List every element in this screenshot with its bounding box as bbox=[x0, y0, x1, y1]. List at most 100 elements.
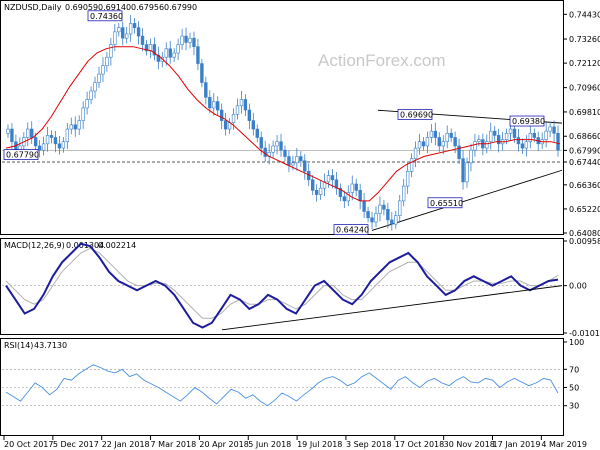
candle-body bbox=[303, 160, 307, 172]
rsi-line bbox=[5, 364, 559, 407]
candle-body bbox=[532, 132, 536, 138]
candle-body bbox=[489, 130, 493, 143]
price-tick-label: 0.74430 bbox=[569, 10, 600, 19]
candle-body bbox=[496, 135, 501, 145]
candle-body bbox=[212, 101, 216, 109]
date-tick-label: 3 Sep 2018 bbox=[346, 440, 392, 449]
candle-body bbox=[330, 175, 335, 181]
candle-body bbox=[477, 139, 481, 143]
price-tick-label: 0.64080 bbox=[569, 229, 600, 238]
watermark-text: ActionForex.com bbox=[318, 51, 446, 70]
candle-body bbox=[358, 190, 362, 202]
price-annotation-label: 0.65510 bbox=[430, 199, 463, 208]
candle-body bbox=[121, 27, 125, 39]
candle-body bbox=[61, 141, 66, 149]
candle-body bbox=[89, 90, 93, 100]
candle-body bbox=[81, 107, 85, 121]
candle-body bbox=[148, 44, 153, 52]
candle-body bbox=[235, 105, 240, 115]
candle-body bbox=[310, 179, 315, 191]
candle-body bbox=[69, 124, 73, 130]
candle-body bbox=[326, 175, 331, 183]
candle-body bbox=[433, 130, 438, 138]
candle-body bbox=[231, 113, 236, 124]
candle-body bbox=[413, 147, 418, 159]
candle-body bbox=[125, 33, 129, 39]
candle-body bbox=[128, 23, 133, 35]
rsi-tick-label: 30 bbox=[569, 402, 579, 411]
rsi-tick-label: 100 bbox=[569, 338, 584, 347]
macd-signal-line bbox=[5, 247, 559, 319]
candle-body bbox=[398, 200, 402, 216]
price-annotation-label: 0.69690 bbox=[400, 110, 433, 119]
candle-body bbox=[73, 124, 77, 130]
candle-body bbox=[382, 204, 386, 210]
price-annotation-box bbox=[87, 10, 123, 22]
candle-body bbox=[354, 183, 358, 191]
candle-body bbox=[405, 171, 410, 187]
candle-body bbox=[37, 145, 42, 151]
macd-panel-title: MACD(12,26,9) bbox=[4, 241, 65, 250]
candle-body bbox=[97, 73, 101, 83]
candle-body bbox=[520, 143, 525, 149]
candle-body bbox=[93, 82, 97, 92]
candle-body bbox=[338, 187, 343, 197]
candle-body bbox=[465, 162, 469, 183]
price-tick-label: 0.67990 bbox=[569, 146, 600, 155]
candle-body bbox=[192, 37, 196, 47]
candle-body bbox=[508, 128, 513, 134]
date-tick-label: 5 Dec 2017 bbox=[53, 440, 99, 449]
candle-body bbox=[136, 27, 141, 37]
candle-body bbox=[243, 99, 248, 111]
candle-body bbox=[33, 137, 38, 147]
candle-body bbox=[461, 158, 465, 183]
candle-body bbox=[342, 196, 347, 202]
candle-body bbox=[421, 141, 426, 147]
candle-body bbox=[271, 145, 275, 153]
candle-body bbox=[283, 149, 287, 157]
macd-tick-label: -0.01018 bbox=[569, 329, 600, 338]
candle-body bbox=[409, 158, 414, 172]
lower-trendline bbox=[371, 169, 563, 231]
price-annotation-label: 0.64240 bbox=[336, 226, 369, 235]
candle-body bbox=[469, 149, 473, 164]
price-panel-title: NZDUSD,Daily bbox=[4, 3, 62, 12]
candle-body bbox=[299, 156, 303, 162]
date-tick-label: 5 Jun 2018 bbox=[248, 440, 291, 449]
candle-body bbox=[552, 126, 556, 134]
date-tick-label: 19 Jul 2018 bbox=[297, 440, 342, 449]
candle-body bbox=[524, 141, 529, 149]
date-tick-label: 20 Oct 2017 bbox=[4, 440, 53, 449]
candle-body bbox=[219, 109, 224, 121]
candle-body bbox=[556, 132, 560, 151]
candle-body bbox=[485, 141, 489, 149]
price-tick-label: 0.69810 bbox=[569, 108, 600, 117]
rsi-layer: 100 70 50 30 bbox=[2, 338, 584, 411]
price-tick-label: 0.67440 bbox=[569, 158, 600, 167]
candle-body bbox=[504, 132, 509, 140]
candle-body bbox=[291, 162, 295, 166]
price-annotation-box bbox=[509, 115, 545, 127]
candle-body bbox=[362, 200, 366, 212]
date-tick-label: 22 Jan 2018 bbox=[102, 440, 150, 449]
candle-body bbox=[259, 137, 263, 149]
candle-body bbox=[366, 211, 370, 219]
price-annotation-label: 0.67790 bbox=[6, 151, 39, 160]
date-tick-label: 4 Mar 2019 bbox=[541, 440, 587, 449]
candle-body bbox=[417, 141, 422, 149]
candle-body bbox=[346, 192, 350, 202]
macd-layer: 0.009587 0.00 -0.01018 bbox=[2, 237, 600, 338]
candle-body bbox=[65, 128, 70, 143]
candle-body bbox=[457, 145, 461, 159]
candle-body bbox=[188, 37, 192, 43]
candle-body bbox=[544, 130, 548, 140]
candle-body bbox=[390, 219, 394, 225]
price-annotations: 0.74360 0.69690 0.69380 0.67790 0.65510 0.642… bbox=[3, 10, 545, 235]
price-tick-label: 0.68660 bbox=[569, 132, 600, 141]
candle-body bbox=[30, 128, 34, 138]
candle-body bbox=[402, 185, 406, 202]
candle-body bbox=[473, 141, 477, 151]
candle-body bbox=[255, 128, 259, 138]
candle-body bbox=[109, 44, 113, 58]
